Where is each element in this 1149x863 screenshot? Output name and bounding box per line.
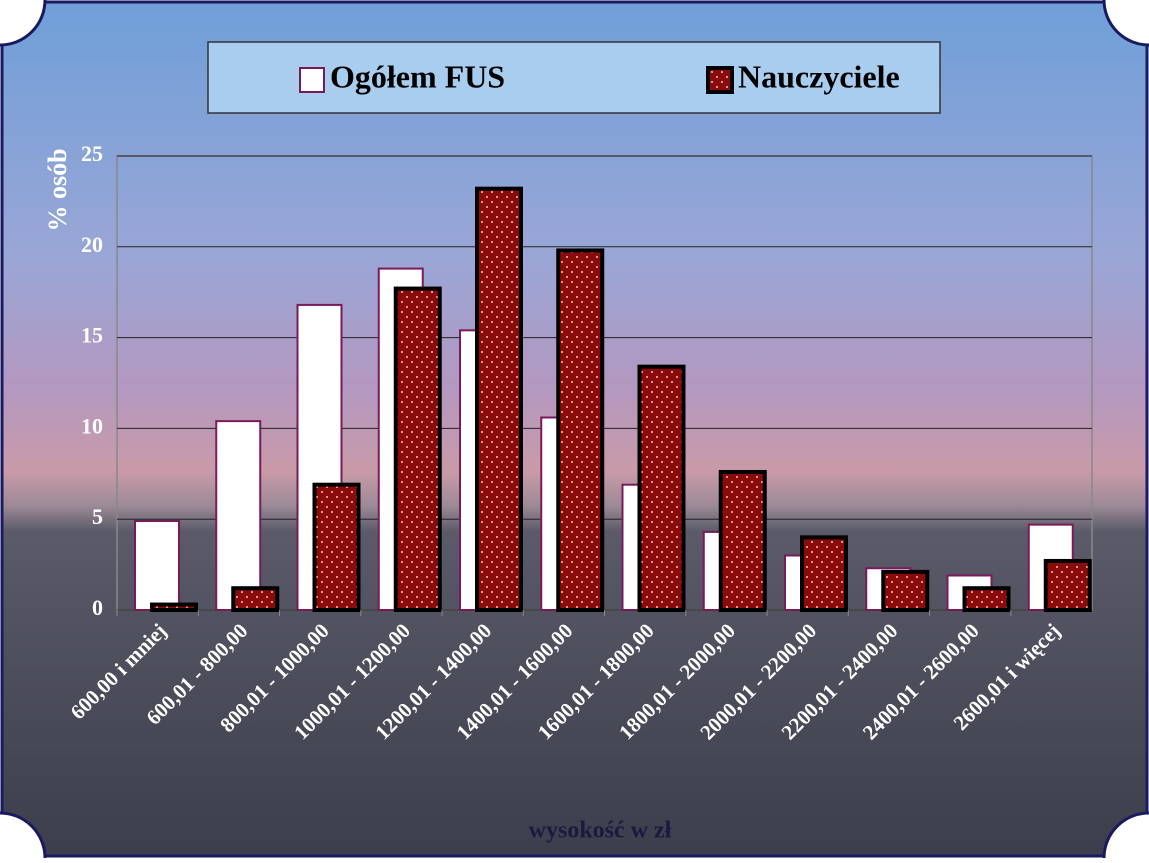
y-tick-label: 20 xyxy=(81,232,103,257)
legend-swatch xyxy=(299,67,325,93)
legend-label: Ogółem FUS xyxy=(330,58,505,94)
bar xyxy=(1043,558,1092,613)
bar xyxy=(718,469,767,613)
legend-label: Nauczyciele xyxy=(738,58,900,94)
y-tick-label: 10 xyxy=(81,413,103,438)
y-tick-label: 25 xyxy=(81,141,103,166)
bar xyxy=(150,602,198,613)
bar xyxy=(962,586,1011,613)
y-axis-label: % osób xyxy=(43,148,72,231)
legend-swatch xyxy=(706,66,734,94)
bar xyxy=(475,186,523,613)
bar xyxy=(393,286,442,612)
y-tick-label: 15 xyxy=(81,323,103,348)
bar xyxy=(312,482,361,613)
y-tick-label: 0 xyxy=(92,595,103,620)
y-tick-label: 5 xyxy=(92,504,103,529)
bar xyxy=(881,569,930,613)
corner xyxy=(1102,0,1149,47)
bar xyxy=(215,420,262,611)
bar xyxy=(231,586,280,613)
legend-box xyxy=(207,41,941,114)
bar xyxy=(800,535,848,612)
bar xyxy=(556,248,605,612)
bar xyxy=(637,364,686,612)
bar xyxy=(134,520,180,611)
corner xyxy=(0,0,47,47)
x-axis-label: wysokość w zł xyxy=(529,818,672,844)
